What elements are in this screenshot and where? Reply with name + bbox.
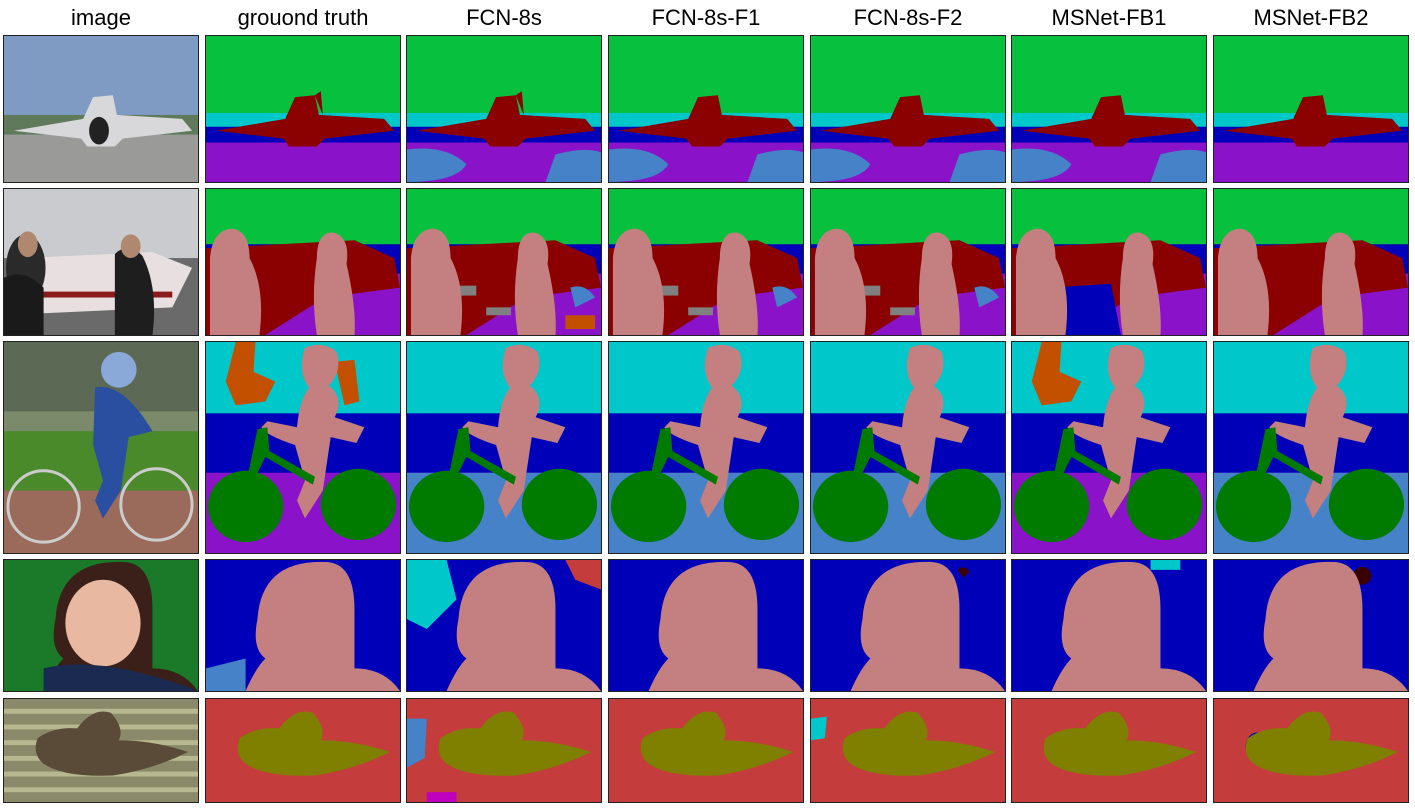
segmentation-girl-ground-truth [205,559,401,692]
segmentation-duck-ground-truth [205,698,401,803]
segmentation-boy-bicycle-msnet-fb1 [1011,341,1207,554]
segmentation-boy-bicycle-fcn-8s-f2 [810,341,1006,554]
segmentation-girl-fcn-8s [406,559,602,692]
header-msnet-fb2: MSNet-FB2 [1253,5,1369,30]
segmentation-boy-bicycle-fcn-8s-f1 [608,341,804,554]
header-fcn-8s-f1: FCN-8s-F1 [651,5,761,30]
segmentation-duck-fcn-8s-f1 [608,698,804,803]
segmentation-boy-bicycle-fcn-8s [406,341,602,554]
header-msnet-fb1: MSNet-FB1 [1051,5,1167,30]
segmentation-duck-msnet-fb2 [1213,698,1409,803]
segmentation-people-plane-msnet-fb2 [1213,188,1409,336]
segmentation-girl-fcn-8s-f2 [810,559,1006,692]
segmentation-airplane-fcn-8s [406,35,602,183]
segmentation-boy-bicycle-msnet-fb2 [1213,341,1409,554]
segmentation-duck-fcn-8s [406,698,602,803]
photo-people-plane-image [3,188,199,336]
segmentation-duck-msnet-fb1 [1011,698,1207,803]
segmentation-girl-msnet-fb1 [1011,559,1207,692]
segmentation-airplane-fcn-8s-f2 [810,35,1006,183]
segmentation-duck-fcn-8s-f2 [810,698,1006,803]
segmentation-people-plane-msnet-fb1 [1011,188,1207,336]
segmentation-boy-bicycle-ground-truth [205,341,401,554]
segmentation-airplane-msnet-fb2 [1213,35,1409,183]
header-fcn-8s: FCN-8s [466,5,542,30]
photo-girl-image [3,559,199,692]
segmentation-girl-msnet-fb2 [1213,559,1409,692]
header-fcn-8s-f2: FCN-8s-F2 [853,5,963,30]
photo-airplane-image [3,35,199,183]
photo-duck-image [3,698,199,803]
segmentation-people-plane-fcn-8s [406,188,602,336]
segmentation-people-plane-ground-truth [205,188,401,336]
segmentation-airplane-ground-truth [205,35,401,183]
segmentation-airplane-fcn-8s-f1 [608,35,804,183]
segmentation-girl-fcn-8s-f1 [608,559,804,692]
segmentation-people-plane-fcn-8s-f1 [608,188,804,336]
header-ground-truth: grouond truth [237,5,369,30]
segmentation-people-plane-fcn-8s-f2 [810,188,1006,336]
photo-boy-bicycle-image [3,341,199,554]
segmentation-airplane-msnet-fb1 [1011,35,1207,183]
header-image: image [71,5,131,30]
